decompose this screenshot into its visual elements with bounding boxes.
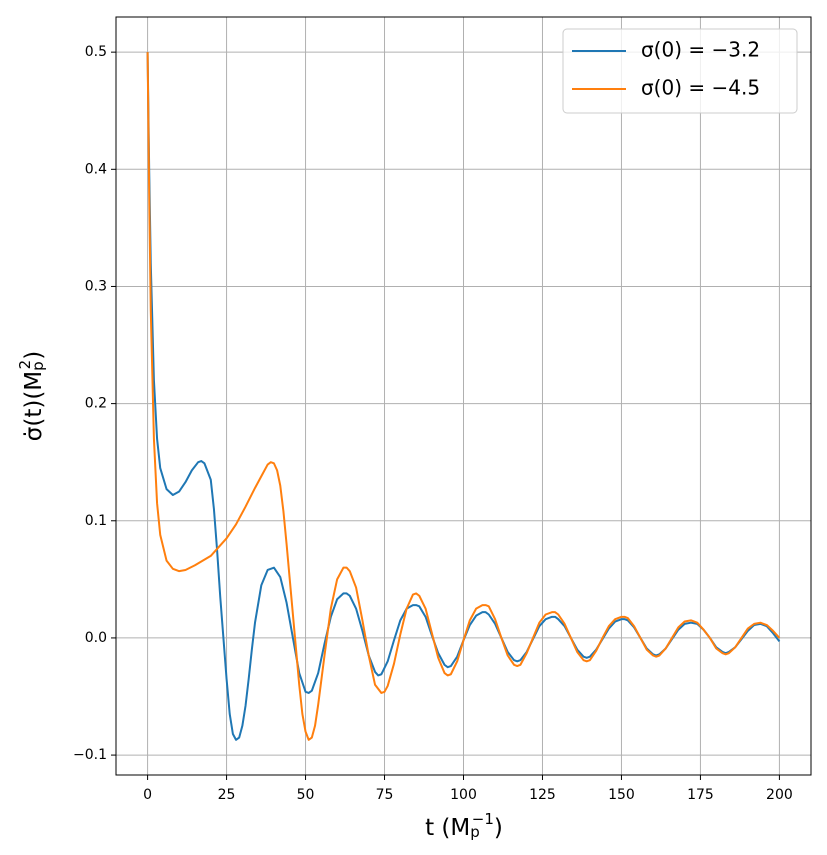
x-tick-label: 200 bbox=[766, 787, 793, 803]
y-tick-label: 0.3 bbox=[85, 278, 107, 294]
x-tick-label: 25 bbox=[218, 787, 236, 803]
y-tick-label: −0.1 bbox=[73, 747, 107, 763]
x-tick-label: 50 bbox=[297, 787, 315, 803]
legend-label: σ(0) = −3.2 bbox=[641, 38, 760, 62]
y-tick-label: 0.5 bbox=[85, 44, 107, 60]
x-tick-label: 150 bbox=[608, 787, 635, 803]
y-tick-label: 0.4 bbox=[85, 161, 107, 177]
x-axis-label: t (Mp−1) bbox=[425, 810, 503, 842]
y-label-part: p bbox=[29, 361, 47, 371]
plot-frame bbox=[115, 16, 812, 776]
y-label-part: ) bbox=[21, 351, 47, 360]
y-label-part: σ̇(t)(M bbox=[21, 371, 47, 441]
x-label-part: ) bbox=[494, 815, 503, 841]
x-label-part: p bbox=[470, 823, 480, 841]
series-line bbox=[146, 52, 781, 741]
x-tick-label: 75 bbox=[376, 787, 394, 803]
y-tick-label: 0.1 bbox=[85, 513, 107, 529]
series-line bbox=[146, 52, 781, 741]
y-label-part: 2 bbox=[16, 360, 34, 370]
x-label-part: t (M bbox=[425, 815, 470, 841]
x-tick-label: 125 bbox=[529, 787, 556, 803]
x-tick-label: 100 bbox=[450, 787, 477, 803]
y-axis-label: σ̇(t)(Mp2) bbox=[16, 351, 48, 441]
x-label-part: −1 bbox=[472, 810, 494, 828]
y-tick-label: 0.0 bbox=[85, 630, 107, 646]
y-tick-label: 0.2 bbox=[85, 396, 107, 412]
x-tick-label: 0 bbox=[143, 787, 152, 803]
legend-label: σ(0) = −4.5 bbox=[641, 76, 760, 100]
x-tick-label: 175 bbox=[687, 787, 714, 803]
